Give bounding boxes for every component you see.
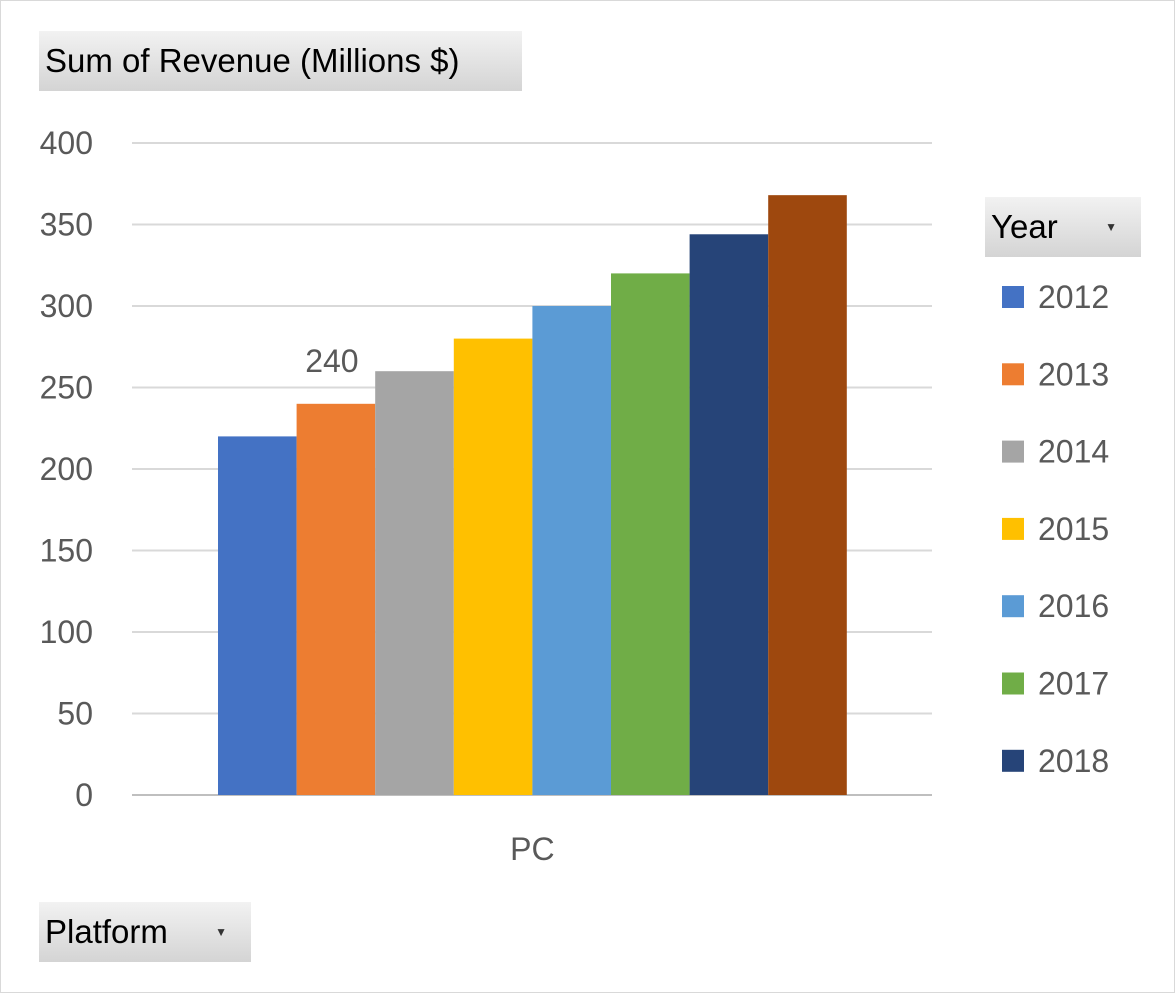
legend-label: 2015 <box>1038 511 1109 547</box>
legend-swatch <box>1002 286 1024 308</box>
y-tick-label: 350 <box>40 207 93 243</box>
legend-swatch <box>1002 517 1024 540</box>
legend-label: 2014 <box>1038 434 1109 470</box>
bar-2013 <box>296 403 376 795</box>
legend-field-label: Year <box>991 208 1058 245</box>
legend: 2012 2013 2014 2015 2016 2017 2018 <box>1002 279 1109 779</box>
y-tick-label: 50 <box>57 696 93 732</box>
data-label: 240 <box>305 343 358 379</box>
dropdown-arrow-icon[interactable]: ▼ <box>1105 220 1117 234</box>
axis-field-label: Platform <box>45 913 168 950</box>
legend-swatch <box>1002 440 1024 463</box>
legend-label: 2017 <box>1038 666 1109 702</box>
value-field-button[interactable]: Sum of Revenue (Millions $) <box>39 31 522 91</box>
bar-2015 <box>453 338 533 795</box>
bar-series-8 <box>768 195 847 795</box>
axis-field-button[interactable]: Platform ▼ <box>39 902 251 962</box>
bar-2017 <box>611 273 690 795</box>
bar-2014 <box>375 371 454 795</box>
legend-label: 2018 <box>1038 743 1109 779</box>
y-tick-label: 300 <box>40 288 93 324</box>
legend-label: 2016 <box>1038 588 1109 624</box>
bars <box>218 195 847 795</box>
y-tick-label: 0 <box>75 777 93 813</box>
y-tick-label: 150 <box>40 533 93 569</box>
data-labels: 240 <box>305 343 358 379</box>
legend-label: 2013 <box>1038 356 1109 392</box>
legend-swatch <box>1002 595 1024 618</box>
bar-2016 <box>532 306 611 795</box>
x-axis-ticks: PC <box>510 831 554 867</box>
legend-swatch <box>1002 749 1024 772</box>
legend-field-button[interactable]: Year ▼ <box>985 197 1141 257</box>
legend-swatch <box>1002 672 1024 695</box>
y-tick-label: 200 <box>40 451 93 487</box>
y-tick-label: 400 <box>40 125 93 161</box>
y-axis-ticks: 0 50 100 150 200 250 300 350 400 <box>40 125 93 813</box>
legend-swatch <box>1002 363 1024 386</box>
bar-2012 <box>218 436 297 795</box>
bar-2018 <box>689 234 769 795</box>
y-tick-label: 100 <box>40 614 93 650</box>
legend-label: 2012 <box>1038 279 1109 315</box>
dropdown-arrow-icon[interactable]: ▼ <box>215 925 227 939</box>
y-tick-label: 250 <box>40 370 93 406</box>
x-tick-label: PC <box>510 831 554 867</box>
value-field-label: Sum of Revenue (Millions $) <box>45 42 460 79</box>
